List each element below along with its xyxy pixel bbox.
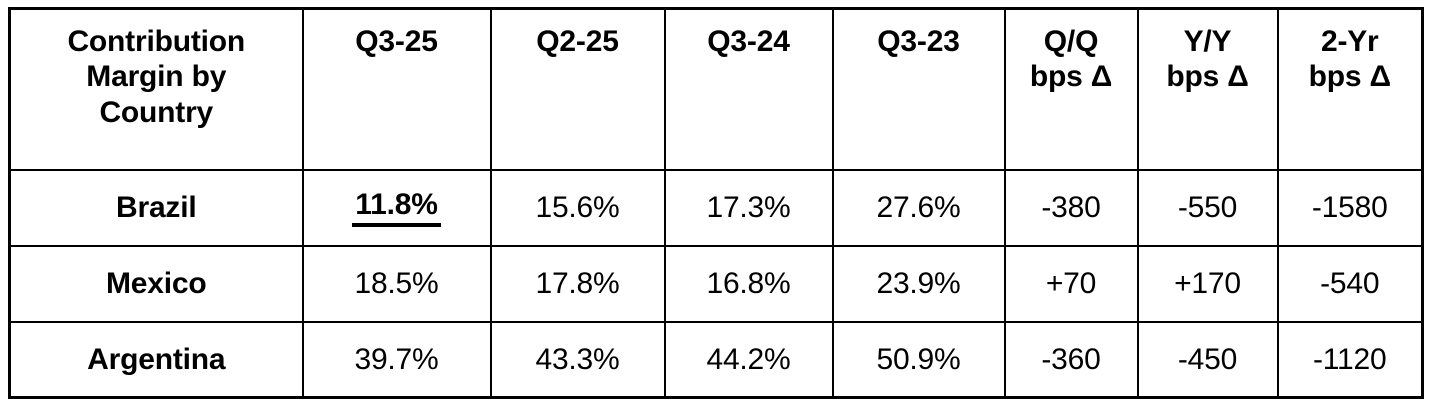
- cell-argentina-q3-23: 50.9%: [831, 320, 1006, 399]
- cell-argentina-q3-24: 44.2%: [663, 320, 834, 399]
- column-header-q3-24: Q3-24: [663, 7, 834, 171]
- cell-mexico-q3-23: 23.9%: [831, 244, 1006, 323]
- cell-country-brazil: Brazil: [8, 168, 304, 247]
- cell-brazil-qoq: -380: [1003, 168, 1139, 247]
- cell-mexico-qoq: +70: [1003, 244, 1139, 323]
- column-header-country: Contribution Margin by Country: [8, 7, 304, 171]
- table-row: Brazil 11.8% 15.6% 17.3% 27.6% -380 -550…: [8, 168, 1424, 247]
- cell-argentina-q3-25: 39.7%: [301, 320, 492, 399]
- cell-argentina-qoq: -360: [1003, 320, 1139, 399]
- cell-mexico-q2-25: 17.8%: [489, 244, 666, 323]
- table-header-row: Contribution Margin by Country Q3-25 Q2-…: [8, 7, 1424, 171]
- cell-brazil-q3-25: 11.8%: [301, 168, 492, 247]
- table-row: Mexico 18.5% 17.8% 16.8% 23.9% +70 +170 …: [8, 244, 1424, 323]
- contribution-margin-by-country-table: Contribution Margin by Country Q3-25 Q2-…: [8, 7, 1424, 399]
- cell-country-mexico: Mexico: [8, 244, 304, 323]
- column-header-2yr-bps-delta: 2-Yr bps Δ: [1276, 7, 1424, 171]
- column-header-q3-25: Q3-25: [301, 7, 492, 171]
- cell-brazil-q2-25: 15.6%: [489, 168, 666, 247]
- column-header-q3-23: Q3-23: [831, 7, 1006, 171]
- cell-argentina-q2-25: 43.3%: [489, 320, 666, 399]
- cell-brazil-q3-24: 17.3%: [663, 168, 834, 247]
- cell-mexico-q3-25: 18.5%: [301, 244, 492, 323]
- cell-value-highlighted: 11.8%: [352, 189, 441, 227]
- cell-brazil-q3-23: 27.6%: [831, 168, 1006, 247]
- column-header-q2-25: Q2-25: [489, 7, 666, 171]
- column-header-yoy-bps-delta: Y/Y bps Δ: [1136, 7, 1279, 171]
- cell-mexico-q3-24: 16.8%: [663, 244, 834, 323]
- cell-brazil-yoy: -550: [1136, 168, 1279, 247]
- cell-country-argentina: Argentina: [8, 320, 304, 399]
- cell-argentina-2yr: -1120: [1276, 320, 1424, 399]
- table-header: Contribution Margin by Country Q3-25 Q2-…: [8, 7, 1424, 171]
- column-header-qoq-bps-delta: Q/Q bps Δ: [1003, 7, 1139, 171]
- cell-argentina-yoy: -450: [1136, 320, 1279, 399]
- table-row: Argentina 39.7% 43.3% 44.2% 50.9% -360 -…: [8, 320, 1424, 399]
- table-body: Brazil 11.8% 15.6% 17.3% 27.6% -380 -550…: [8, 168, 1424, 399]
- cell-brazil-2yr: -1580: [1276, 168, 1424, 247]
- cell-mexico-yoy: +170: [1136, 244, 1279, 323]
- contribution-margin-table-container: Contribution Margin by Country Q3-25 Q2-…: [8, 7, 1424, 399]
- cell-mexico-2yr: -540: [1276, 244, 1424, 323]
